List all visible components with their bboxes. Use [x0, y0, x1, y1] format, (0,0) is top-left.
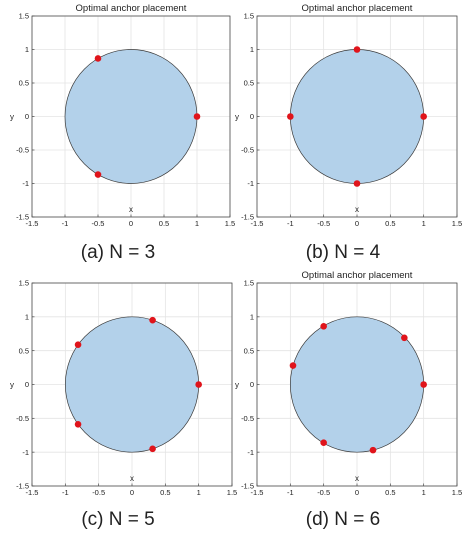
y-tick-label: -1.5 [16, 213, 29, 222]
y-tick-label: 1.5 [244, 12, 254, 21]
x-tick-label: -0.5 [317, 219, 330, 228]
x-tick-label: 0.5 [160, 488, 170, 497]
y-tick-label: 0.5 [244, 79, 254, 88]
y-tick-label: 0 [250, 380, 254, 389]
region-circle [289, 49, 425, 184]
x-tick-label: 1 [197, 488, 201, 497]
panel-caption-b: (b) N = 4 [306, 242, 381, 263]
x-axis-label: x [130, 474, 134, 483]
y-tick-label: 0.5 [19, 346, 29, 355]
x-axis-label: x [129, 205, 133, 214]
x-tick-label: -1 [287, 488, 294, 497]
y-tick-label: -1 [247, 179, 254, 188]
anchor-point [420, 381, 427, 388]
region-circle [64, 49, 198, 184]
anchor-point [320, 439, 327, 446]
panel-caption-c: (c) N = 5 [81, 509, 154, 530]
x-tick-label: -0.5 [92, 219, 105, 228]
anchor-point [369, 446, 377, 454]
panel-d: -1.5 -1 -0.5 0 0.5 1 1.5 -1.5 -1 -0.5 0 0.5 1 1.5 x y Op… [235, 270, 462, 530]
y-axis-label: y [10, 113, 14, 122]
y-tick-label: 1.5 [244, 279, 254, 288]
y-tick-label: -1.5 [241, 213, 254, 222]
panel-caption-a: (a) N = 3 [81, 242, 155, 263]
x-tick-label: 1.5 [227, 488, 237, 497]
y-axis-label: y [235, 113, 239, 122]
y-tick-label: -1 [22, 448, 29, 457]
x-axis-label: x [355, 205, 359, 214]
y-tick-label: 1.5 [19, 279, 29, 288]
anchor-point [149, 316, 156, 324]
panel-c: -1.5 -1 -0.5 0 0.5 1 1.5 -1.5 -1 -0.5 0 0.5 1 1.5 x y (c… [10, 279, 237, 530]
x-tick-label: -0.5 [317, 488, 330, 497]
y-tick-label: 0 [25, 112, 29, 121]
anchor-point [74, 420, 82, 428]
anchor-point [289, 362, 297, 369]
anchor-point [149, 445, 156, 453]
y-tick-label: -0.5 [241, 146, 254, 155]
chart-title: Optimal anchor placement [76, 3, 187, 14]
anchor-point [195, 381, 202, 388]
y-tick-label: 1 [250, 45, 254, 54]
x-tick-label: -1.5 [251, 488, 264, 497]
x-tick-label: 0.5 [385, 219, 395, 228]
anchor-point [94, 55, 102, 62]
y-tick-label: 0 [25, 380, 29, 389]
y-tick-label: -1 [247, 448, 254, 457]
y-tick-label: 0.5 [19, 79, 29, 88]
x-tick-label: 1 [195, 219, 199, 228]
y-tick-label: 1 [25, 45, 29, 54]
chart-title: Optimal anchor placement [302, 3, 413, 14]
x-tick-label: 0 [129, 219, 133, 228]
x-tick-label: 0 [355, 488, 359, 497]
panel-a: -1.5 -1 -0.5 0 0.5 1 1.5 -1.5 -1 -0.5 0 0.5 1 1.5 x y Op… [10, 3, 235, 263]
y-tick-label: -1 [22, 179, 29, 188]
y-tick-label: -1.5 [16, 482, 29, 491]
y-axis-label: y [10, 381, 14, 390]
x-tick-label: -1 [62, 219, 69, 228]
x-tick-label: 0.5 [159, 219, 169, 228]
y-axis-label: y [235, 381, 239, 390]
y-tick-label: 0.5 [244, 346, 254, 355]
panel-b: -1.5 -1 -0.5 0 0.5 1 1.5 -1.5 -1 -0.5 0 0.5 1 1.5 x y Op… [235, 3, 462, 263]
anchor-point [74, 341, 82, 349]
x-tick-label: -1.5 [26, 219, 39, 228]
y-tick-label: -1.5 [241, 482, 254, 491]
x-tick-label: 0 [130, 488, 134, 497]
y-tick-label: -0.5 [16, 414, 29, 423]
anchor-point [353, 46, 361, 53]
y-tick-label: 0 [250, 112, 254, 121]
y-tick-label: -0.5 [16, 146, 29, 155]
anchor-point [401, 334, 408, 342]
x-tick-label: -1 [62, 488, 69, 497]
x-tick-label: 1.5 [452, 488, 462, 497]
y-tick-label: -0.5 [241, 414, 254, 423]
anchor-point [94, 171, 102, 178]
x-tick-label: 1 [422, 488, 426, 497]
anchor-point [193, 113, 201, 120]
anchor-point [420, 113, 427, 120]
anchor-point [353, 180, 361, 187]
x-axis-label: x [355, 474, 359, 483]
anchor-point [320, 323, 327, 330]
x-tick-label: -1.5 [26, 488, 39, 497]
x-tick-label: 1 [422, 219, 426, 228]
x-tick-label: -1.5 [251, 219, 264, 228]
x-tick-label: -1 [287, 219, 294, 228]
panel-caption-d: (d) N = 6 [306, 509, 380, 530]
region-circle [64, 316, 200, 453]
x-tick-label: 1.5 [225, 219, 235, 228]
y-tick-label: 1.5 [19, 12, 29, 21]
x-tick-label: 1.5 [452, 219, 462, 228]
x-tick-label: -0.5 [92, 488, 105, 497]
x-tick-label: 0 [355, 219, 359, 228]
x-tick-label: 0.5 [385, 488, 395, 497]
y-tick-label: 1 [25, 312, 29, 321]
anchor-point [287, 113, 294, 120]
y-tick-label: 1 [250, 312, 254, 321]
chart-title: Optimal anchor placement [302, 270, 413, 281]
